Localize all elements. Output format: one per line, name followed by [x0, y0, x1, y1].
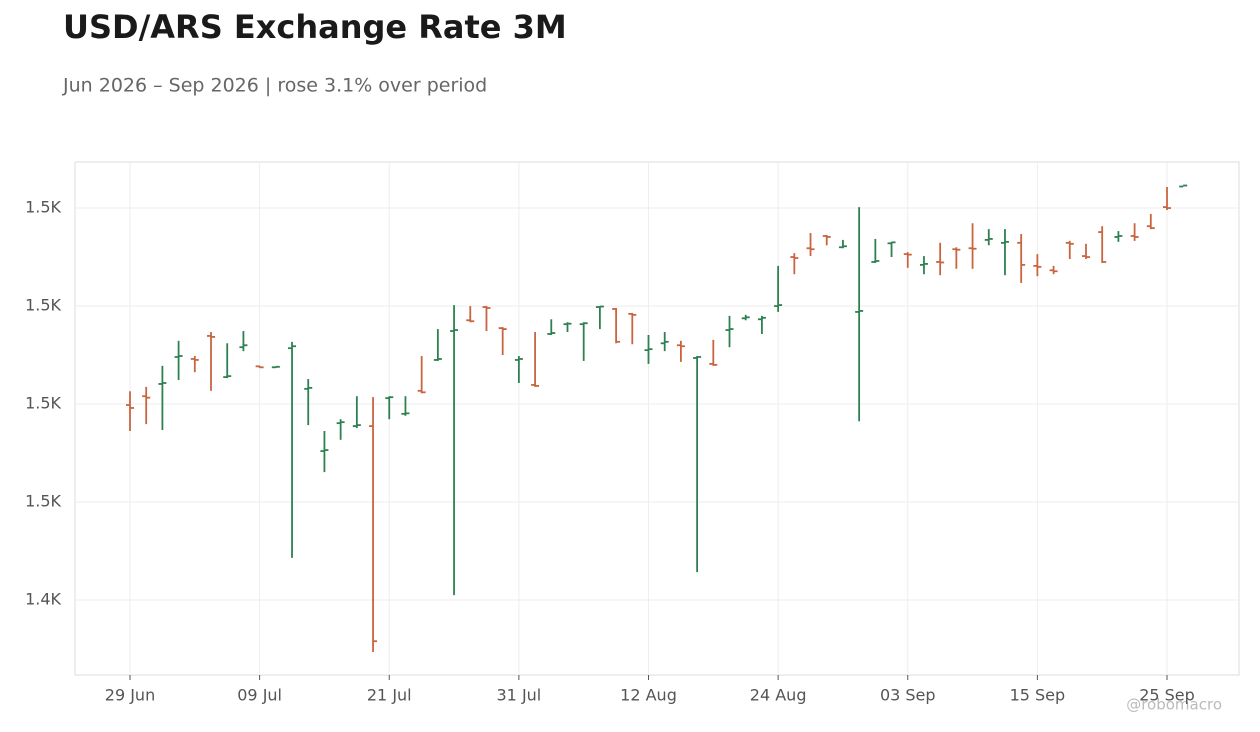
y-tick-label: 1.4K — [25, 590, 61, 609]
watermark: @robomacro — [1126, 696, 1222, 714]
x-tick-label: 24 Aug — [750, 686, 807, 705]
x-tick-label: 25 Sep — [1139, 686, 1195, 705]
x-tick-label: 12 Aug — [620, 686, 677, 705]
x-tick-label: 09 Jul — [237, 686, 282, 705]
x-tick-label: 21 Jul — [367, 686, 412, 705]
x-tick-label: 03 Sep — [880, 686, 936, 705]
x-tick-label: 31 Jul — [497, 686, 542, 705]
x-tick-label: 15 Sep — [1010, 686, 1066, 705]
x-tick-label: 29 Jun — [105, 686, 155, 705]
y-tick-label: 1.5K — [25, 296, 61, 315]
y-tick-label: 1.5K — [25, 394, 61, 413]
chart-subtitle: Jun 2026 – Sep 2026 | rose 3.1% over per… — [62, 75, 487, 97]
plot-frame — [74, 161, 1240, 676]
chart-title: USD/ARS Exchange Rate 3M — [63, 8, 567, 46]
y-tick-label: 1.5K — [25, 492, 61, 511]
y-tick-label: 1.5K — [25, 198, 61, 217]
